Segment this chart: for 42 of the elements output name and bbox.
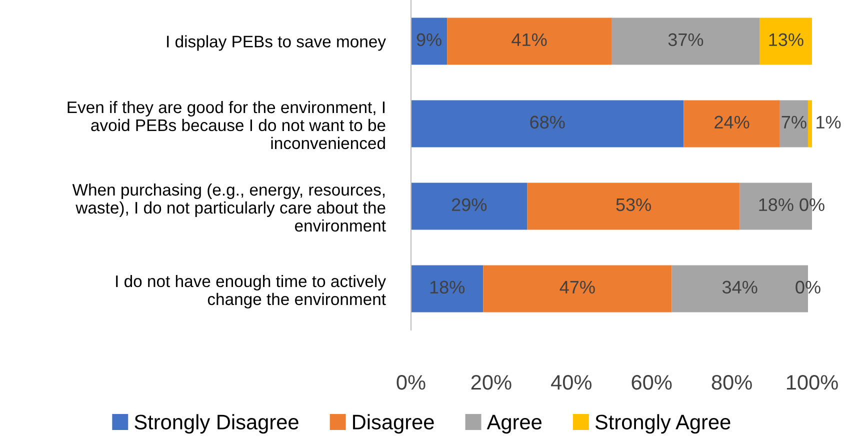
data-label: 18% [430,280,465,294]
legend-label: Strongly Agree [595,414,730,434]
data-label: 47% [560,280,595,294]
data-label: 41% [512,33,547,46]
legend-label: Disagree [353,414,434,434]
y-tick-label: I display PEBs to save money [167,35,386,51]
x-tick-label: 100% [786,374,838,390]
bar [411,18,448,65]
bar [684,100,780,148]
x-tick-label: 20% [471,374,512,390]
data-label: 13% [769,33,804,46]
y-tick-label: Even if they are good for the environment, I avoid PEBs because I do not want to be inconvenienced [68,100,386,150]
data-label: 7% [782,116,806,129]
bar [411,182,528,230]
data-label: 1% [816,116,841,129]
x-tick-label: 0% [396,374,426,390]
legend-label: Strongly Disagree [134,414,298,434]
data-label: 0% [800,198,824,212]
data-label: 29% [452,198,487,212]
bar [483,265,672,312]
x-tick-label: 80% [712,374,752,390]
y-tick-label: I do not have enough time to actively change the environment [116,274,386,308]
x-tick-label: 60% [632,374,672,390]
data-label: 68% [530,116,565,129]
bar [411,100,684,148]
data-label: 18% [759,198,794,212]
data-label: 9% [416,33,442,46]
bar [411,265,484,312]
bar [527,182,740,230]
data-label: 24% [714,116,750,129]
bar [760,18,812,65]
y-tick-label: When purchasing (e.g., energy, resources, waste), I do not particularly care about the environment [72,183,386,232]
bar [612,18,760,65]
data-label: 0% [796,280,820,294]
bar [780,100,808,148]
bar [447,18,612,65]
data-label: 53% [616,198,651,212]
legend-label: Agree [486,414,542,434]
bar [808,100,812,148]
data-label: 34% [722,280,758,294]
data-label: 37% [668,33,704,46]
x-tick-label: 40% [551,374,592,390]
